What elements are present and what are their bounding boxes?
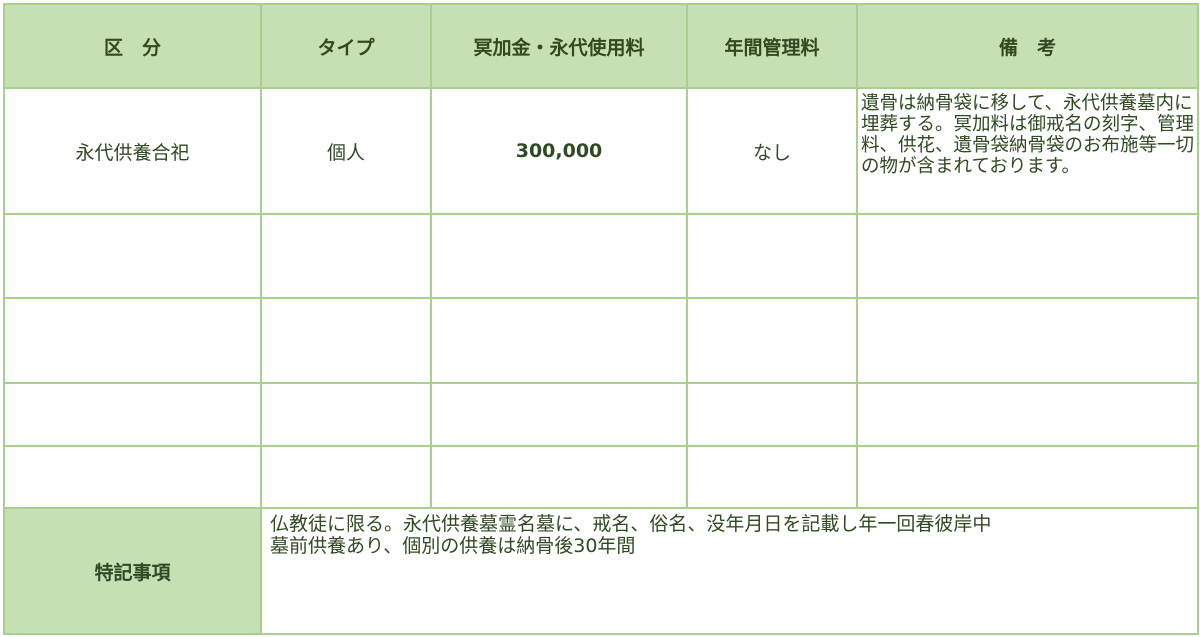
special-notes-line-1: 仏教徒に限る。永代供養墓霊名墓に、戒名、俗名、没年月日を記載し年一回春彼岸中 — [270, 513, 992, 535]
cell-type — [260, 445, 432, 509]
cell-annual-fee — [686, 297, 858, 384]
cell-category — [3, 297, 262, 384]
cell-remarks: 遺骨は納骨袋に移して、永代供養墓内に埋葬する。冥加料は御戒名の刻字、管理料、供花… — [856, 87, 1199, 215]
header-type: タイプ — [260, 3, 432, 89]
cell-fee: 300,000 — [430, 87, 688, 215]
fee-table: 区 分 タイプ 冥加金・永代使用料 年間管理料 備 考 永代供養合祀 個人 30… — [3, 3, 1199, 635]
header-remarks: 備 考 — [856, 3, 1199, 89]
special-notes-line-2: 墓前供養あり、個別の供養は納骨後30年間 — [270, 535, 636, 557]
cell-type: 個人 — [260, 87, 432, 215]
cell-category — [3, 213, 262, 299]
cell-type — [260, 213, 432, 299]
header-fee: 冥加金・永代使用料 — [430, 3, 688, 89]
table-row — [3, 297, 1199, 384]
header-category: 区 分 — [3, 3, 262, 89]
cell-type — [260, 297, 432, 384]
cell-category — [3, 445, 262, 509]
table-row — [3, 445, 1199, 509]
table-row: 永代供養合祀 個人 300,000 なし 遺骨は納骨袋に移して、永代供養墓内に埋… — [3, 87, 1199, 215]
cell-fee — [430, 213, 688, 299]
cell-category: 永代供養合祀 — [3, 87, 262, 215]
table-row — [3, 213, 1199, 299]
cell-type — [260, 382, 432, 447]
cell-annual-fee — [686, 213, 858, 299]
cell-annual-fee: なし — [686, 87, 858, 215]
cell-remarks — [856, 213, 1199, 299]
cell-fee — [430, 297, 688, 384]
special-notes-text: 仏教徒に限る。永代供養墓霊名墓に、戒名、俗名、没年月日を記載し年一回春彼岸中 墓… — [260, 507, 1199, 635]
cell-remarks — [856, 445, 1199, 509]
cell-fee — [430, 445, 688, 509]
cell-remarks — [856, 297, 1199, 384]
cell-category — [3, 382, 262, 447]
special-notes-row: 特記事項 仏教徒に限る。永代供養墓霊名墓に、戒名、俗名、没年月日を記載し年一回春… — [3, 507, 1199, 635]
header-annual-fee: 年間管理料 — [686, 3, 858, 89]
cell-fee — [430, 382, 688, 447]
cell-annual-fee — [686, 382, 858, 447]
special-notes-label: 特記事項 — [3, 507, 262, 635]
cell-annual-fee — [686, 445, 858, 509]
table-row — [3, 382, 1199, 447]
header-row: 区 分 タイプ 冥加金・永代使用料 年間管理料 備 考 — [3, 3, 1199, 89]
cell-remarks — [856, 382, 1199, 447]
